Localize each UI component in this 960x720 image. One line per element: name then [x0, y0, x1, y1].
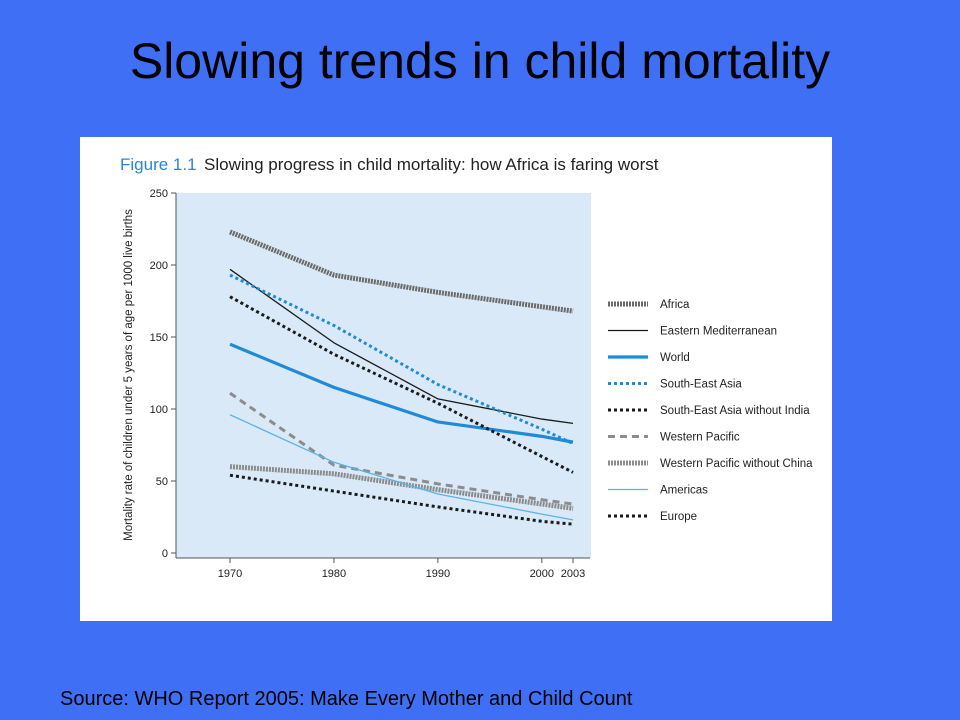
legend-label: Eastern Mediterranean	[660, 326, 777, 338]
legend-label: World	[660, 352, 690, 364]
x-tick-label: 1990	[426, 568, 450, 580]
y-tick-label: 100	[150, 404, 168, 416]
x-tick-label: 1970	[218, 568, 242, 580]
y-tick-label: 150	[150, 332, 168, 344]
source-citation: Source: WHO Report 2005: Make Every Moth…	[60, 688, 633, 710]
series-line-south-east-asia	[229, 273, 574, 445]
series-line-africa	[229, 229, 574, 314]
series-line-eastern-mediterranean	[229, 268, 574, 425]
series-line-western-pacific-without-china	[229, 464, 574, 511]
y-axis-label: Mortality rate of children under 5 years…	[123, 209, 135, 541]
y-tick-label: 50	[156, 476, 168, 488]
slide-title: Slowing trends in child mortality	[129, 33, 831, 89]
line-chart: Figure 1.1 Slowing progress in child mor…	[120, 155, 813, 580]
y-tick-label: 250	[150, 188, 168, 200]
x-tick-label: 2003	[561, 568, 585, 580]
chart-title: Slowing progress in child mortality: how…	[204, 155, 659, 174]
legend-label: South-East Asia without India	[660, 405, 810, 417]
series-line-western-pacific	[229, 391, 574, 506]
legend-label: Western Pacific without China	[660, 458, 813, 470]
y-tick-label: 200	[150, 260, 168, 272]
legend-label: Europe	[660, 511, 697, 523]
series-line-south-east-asia-without-india	[229, 295, 574, 474]
legend-label: Western Pacific	[660, 432, 740, 444]
x-tick-label: 2000	[530, 568, 554, 580]
legend-label: Africa	[660, 299, 690, 311]
legend-label: South-East Asia	[660, 379, 742, 391]
series-line-americas	[229, 414, 574, 521]
series-line-europe	[229, 473, 574, 526]
figure-panel: Figure 1.1 Slowing progress in child mor…	[80, 137, 832, 621]
figure-number: Figure 1.1	[120, 155, 197, 174]
x-tick-label: 1980	[322, 568, 346, 580]
series-line-world	[229, 342, 574, 444]
legend-label: Americas	[660, 485, 708, 497]
y-tick-label: 0	[162, 548, 168, 560]
